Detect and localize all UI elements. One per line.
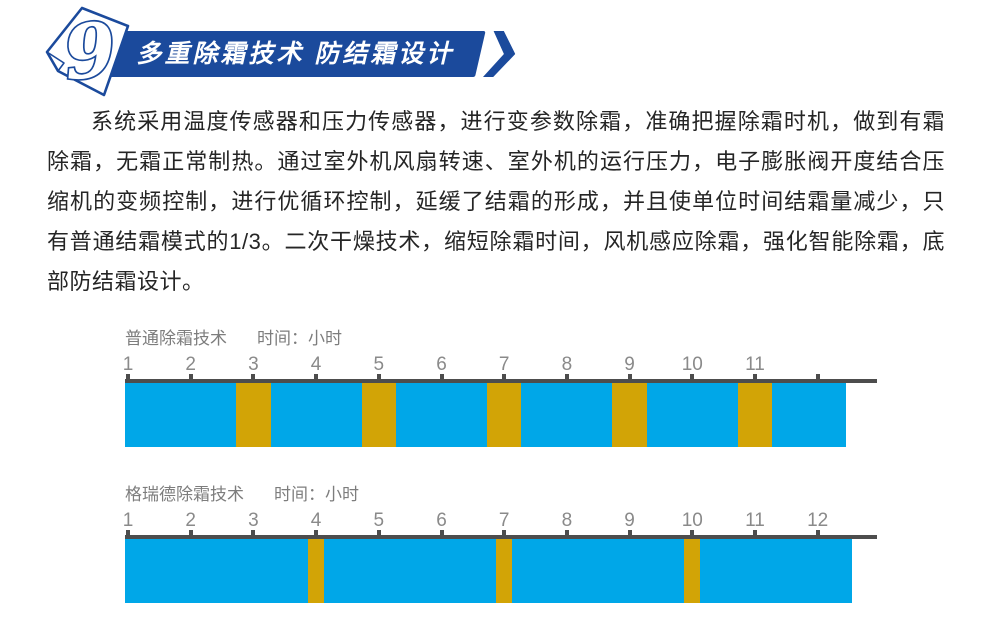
chart-title: 普通除霜技术 xyxy=(125,329,227,348)
section-number: 9 xyxy=(60,7,120,98)
section-number-badge: 9 xyxy=(45,5,130,99)
defrost-segment xyxy=(361,383,397,447)
tick-label-row: 1 2 3 4 5 6 7 8 9 10 11 xyxy=(0,350,990,379)
operation-bar xyxy=(124,383,846,447)
tick-mark xyxy=(126,374,130,380)
axis-line xyxy=(125,535,878,539)
tick-mark xyxy=(188,530,193,536)
defrost-segment xyxy=(236,383,271,447)
tick-label: 11 xyxy=(745,510,765,531)
tick-label: 11 xyxy=(745,354,765,375)
defrost-segment xyxy=(684,539,701,603)
tick-label: 1 xyxy=(122,510,134,531)
timeline-chart: 格瑞德除霜技术 时间：小时 1 2 3 4 5 6 7 8 9 10 11 12 xyxy=(0,480,990,630)
time-axis xyxy=(0,530,990,539)
tick-mark xyxy=(690,530,695,536)
badge-fold-line xyxy=(46,51,65,72)
tick-label: 2 xyxy=(185,510,196,531)
tick-mark xyxy=(815,530,820,536)
tick-label: 4 xyxy=(310,354,322,375)
tick-mark xyxy=(753,530,757,536)
tick-mark xyxy=(376,374,381,380)
tick-label: 10 xyxy=(681,354,703,375)
defrost-segment xyxy=(612,383,647,447)
tick-label: 9 xyxy=(624,510,635,531)
banner-bar: 多重除霜技术 防结霜设计 xyxy=(99,31,486,77)
tick-label: 7 xyxy=(498,354,510,375)
chart-axis-label: 时间：小时 xyxy=(257,329,342,348)
tick-mark xyxy=(376,530,381,536)
chart-title-row: 普通除霜技术 时间：小时 xyxy=(125,324,990,350)
tick-label: 12 xyxy=(807,510,829,531)
operation-bar xyxy=(124,539,853,603)
section-title-banner: 多重除霜技术 防结霜设计 xyxy=(99,31,521,77)
tick-mark xyxy=(502,530,507,536)
tick-label: 8 xyxy=(561,510,573,531)
tick-mark xyxy=(564,374,569,380)
tick-label: 10 xyxy=(681,510,703,531)
tick-mark xyxy=(815,374,820,380)
tick-mark xyxy=(188,374,193,380)
tick-mark xyxy=(439,530,444,536)
tick-label: 7 xyxy=(498,510,510,531)
timeline-chart: 普通除霜技术 时间：小时 1 2 3 4 5 6 7 8 9 10 11 xyxy=(0,324,990,474)
tick-mark xyxy=(502,374,507,380)
tick-mark xyxy=(690,374,695,380)
tick-label: 6 xyxy=(436,354,447,375)
banner-chevron-icon xyxy=(483,31,521,77)
badge-ribbon-shape xyxy=(45,6,130,97)
tick-mark xyxy=(314,530,319,536)
time-axis xyxy=(0,374,990,383)
chart-axis-label: 时间：小时 xyxy=(274,485,359,504)
tick-label: 8 xyxy=(561,354,573,375)
tick-mark xyxy=(439,374,444,380)
axis-line xyxy=(125,379,878,383)
tick-mark xyxy=(314,374,319,380)
tick-mark xyxy=(564,530,569,536)
tick-label: 5 xyxy=(373,510,385,531)
defrost-segment xyxy=(737,383,773,447)
tick-mark xyxy=(251,374,256,380)
defrost-segment xyxy=(307,539,325,603)
tick-mark xyxy=(753,374,757,380)
tick-mark xyxy=(251,530,256,536)
body-paragraph: 系统采用温度传感器和压力传感器，进行变参数除霜，准确把握除霜时机，做到有霜除霜，… xyxy=(47,109,945,294)
tick-mark xyxy=(627,374,632,380)
defrost-segment xyxy=(486,383,522,447)
defrost-segment xyxy=(496,539,513,603)
tick-label: 2 xyxy=(185,354,196,375)
tick-label: 4 xyxy=(310,510,322,531)
chart-title-row: 格瑞德除霜技术 时间：小时 xyxy=(125,480,990,506)
tick-mark xyxy=(627,530,632,536)
tick-label-row: 1 2 3 4 5 6 7 8 9 10 11 12 xyxy=(0,506,990,535)
tick-label: 3 xyxy=(248,354,259,375)
tick-label: 1 xyxy=(122,354,134,375)
section-title: 多重除霜技术 防结霜设计 xyxy=(135,40,460,68)
chart-title: 格瑞德除霜技术 xyxy=(125,485,244,504)
tick-label: 5 xyxy=(373,354,385,375)
tick-mark xyxy=(126,530,130,536)
tick-label: 9 xyxy=(624,354,635,375)
section-header: 9 多重除霜技术 防结霜设计 xyxy=(0,0,990,100)
tick-label: 3 xyxy=(248,510,259,531)
tick-label: 6 xyxy=(436,510,447,531)
